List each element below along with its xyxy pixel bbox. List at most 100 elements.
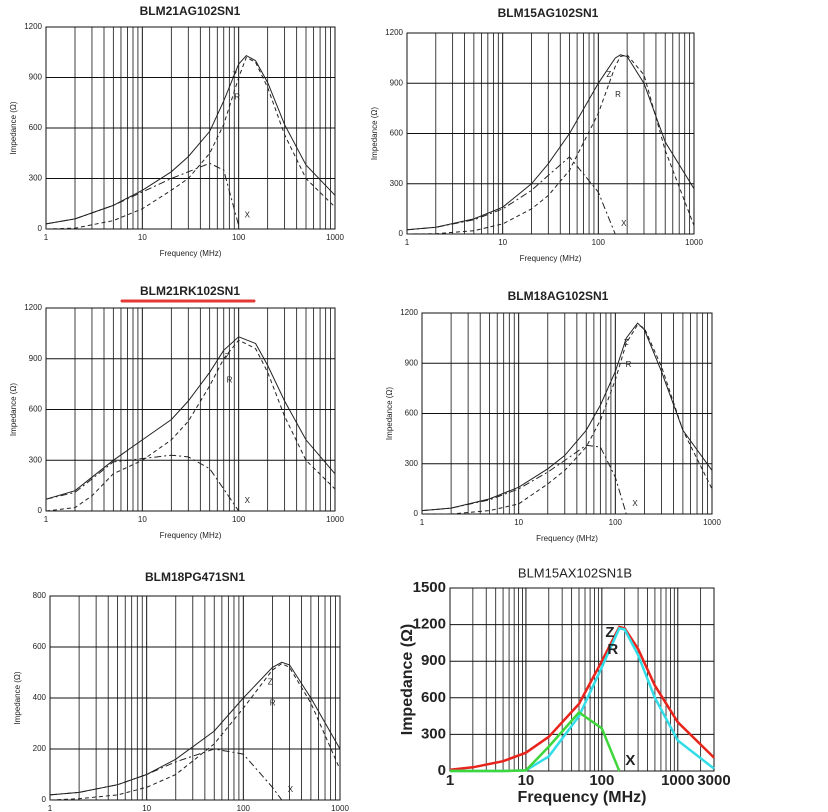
series-line — [45, 56, 336, 230]
x-tick-label: 10 — [138, 233, 147, 242]
series-label: X — [625, 752, 635, 769]
chart-title: BLM18AG102SN1 — [508, 289, 609, 303]
x-axis-label: Frequency (MHz) — [160, 249, 222, 258]
chart: BLM21AG102SN1 1 10 100 1000 0 300 600 900 1200 Fre… — [9, 4, 344, 258]
series-label: Z — [606, 70, 611, 79]
y-tick-label: 0 — [399, 229, 404, 238]
x-tick-label: 10 — [514, 518, 523, 527]
x-tick-label: 10 — [498, 238, 507, 247]
y-tick-label: 1200 — [385, 28, 403, 37]
y-tick-label: 900 — [29, 73, 43, 82]
y-tick-label: 600 — [29, 405, 43, 414]
x-tick-label: 10 — [138, 515, 147, 524]
chart-title: BLM21AG102SN1 — [140, 4, 241, 18]
chart: BLM15AG102SN1 1 10 100 1000 0 300 600 900 1200 Fre… — [370, 6, 703, 263]
x-tick-label: 100 — [589, 772, 614, 789]
y-tick-label: 1200 — [24, 22, 42, 31]
x-axis-label: Frequency (MHz) — [160, 531, 222, 540]
y-tick-label: 300 — [29, 174, 43, 183]
series-line — [449, 625, 715, 772]
series-label: R — [234, 92, 240, 101]
y-tick-label: 0 — [38, 224, 43, 233]
x-axis-label: Frequency (MHz) — [520, 254, 582, 263]
x-tick-label: 1000 — [326, 515, 344, 524]
y-tick-label: 600 — [390, 129, 404, 138]
y-axis-label: Impedance (Ω) — [9, 101, 18, 154]
series-label: X — [245, 496, 251, 505]
y-tick-label: 600 — [405, 409, 419, 418]
y-axis-label: Impedance (Ω) — [399, 624, 416, 736]
x-tick-label: 1 — [44, 233, 49, 242]
chart-title: BLM21RK102SN1 — [140, 284, 240, 298]
x-tick-label: 1000 — [331, 804, 349, 812]
x-tick-label: 1000 — [703, 518, 721, 527]
series-label: Z — [225, 352, 230, 361]
chart-title: BLM18PG471SN1 — [145, 570, 245, 584]
x-tick-label: 1000 — [685, 238, 703, 247]
plot-frame — [49, 595, 341, 801]
y-tick-label: 300 — [421, 725, 446, 742]
series-label: Z — [624, 338, 629, 347]
y-tick-label: 0 — [414, 509, 419, 518]
series-label: Z — [232, 71, 237, 80]
series-line — [45, 454, 240, 512]
x-tick-label: 1000 — [326, 233, 344, 242]
y-axis-label: Impedance (Ω) — [370, 107, 379, 160]
y-tick-label: 900 — [390, 78, 404, 87]
y-tick-label: 600 — [29, 123, 43, 132]
y-tick-label: 1500 — [413, 579, 446, 596]
series-label: X — [288, 785, 294, 794]
x-tick-label: 1 — [446, 772, 454, 789]
chart: BLM15AX102SN1B 1 10 100 1000 3000 0 300 600 900 12… — [399, 565, 730, 806]
chart: BLM18AG102SN1 1 10 100 1000 0 300 600 900 1200 Fre… — [385, 289, 721, 543]
y-tick-label: 400 — [33, 693, 47, 702]
series-label: R — [227, 375, 233, 384]
x-tick-label: 1 — [420, 518, 425, 527]
y-tick-label: 900 — [405, 358, 419, 367]
x-tick-label: 100 — [232, 515, 246, 524]
y-tick-label: 1200 — [413, 616, 446, 633]
series-label: Z — [605, 624, 614, 641]
y-tick-label: 300 — [405, 459, 419, 468]
series-line — [45, 54, 336, 225]
chart: BLM21RK102SN1 1 10 100 1000 0 300 600 900 1200 Fre… — [9, 284, 344, 540]
x-tick-label: 1 — [44, 515, 49, 524]
series-line — [422, 324, 713, 515]
series-label: R — [270, 699, 276, 708]
series-line — [421, 322, 713, 512]
x-tick-label: 1 — [405, 238, 410, 247]
y-tick-label: 0 — [38, 506, 43, 515]
series-line — [49, 748, 283, 801]
x-tick-label: 10 — [142, 804, 151, 812]
y-tick-label: 600 — [421, 689, 446, 706]
series-label: X — [632, 499, 638, 508]
plot-frame — [45, 307, 336, 512]
y-tick-label: 0 — [438, 762, 446, 779]
x-tick-label: 100 — [237, 804, 251, 812]
series-label: X — [245, 211, 251, 220]
series-label: R — [615, 90, 621, 99]
x-axis-label: Frequency (MHz) — [536, 534, 598, 543]
series-line — [45, 162, 240, 226]
x-tick-label: 100 — [592, 238, 606, 247]
series-line — [450, 710, 621, 773]
series-line — [49, 663, 341, 801]
series-label: R — [607, 641, 618, 658]
series-label: R — [626, 360, 632, 369]
series-line — [49, 661, 341, 796]
x-tick-label: 10 — [518, 772, 535, 789]
chart: BLM18PG471SN111010010000200400600800Freq… — [13, 570, 349, 812]
series-line — [45, 336, 336, 500]
y-tick-label: 200 — [33, 744, 47, 753]
y-tick-label: 600 — [33, 642, 47, 651]
series-line — [45, 339, 336, 512]
y-axis-label: Impedance (Ω) — [13, 671, 22, 724]
x-tick-label: 3000 — [697, 772, 730, 789]
y-tick-label: 900 — [421, 652, 446, 669]
series-line — [421, 444, 627, 515]
chart-title: BLM15AX102SN1B — [518, 565, 632, 580]
x-tick-label: 100 — [232, 233, 246, 242]
series-label: X — [621, 219, 627, 228]
series-label: Z — [268, 677, 273, 686]
